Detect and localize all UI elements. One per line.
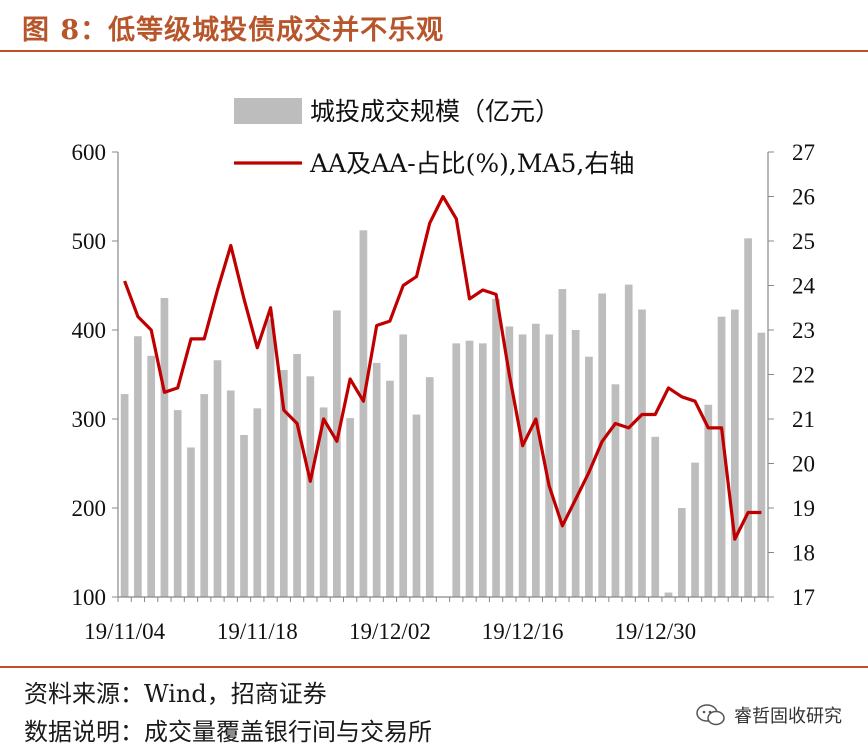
bar-28 <box>492 298 500 597</box>
bar-40 <box>651 436 660 597</box>
right-tick-label: 19 <box>792 496 815 521</box>
bar-1 <box>134 336 142 597</box>
bar-18 <box>359 230 368 597</box>
x-tick-label: 19/12/02 <box>349 619 431 644</box>
bar-44 <box>704 404 713 597</box>
figure-title: 图 8：低等级城投债成交并不乐观 <box>22 15 445 46</box>
right-tick-label: 18 <box>792 541 815 566</box>
bar-32 <box>545 334 553 597</box>
bar-29 <box>505 326 514 597</box>
source-line: 资料来源：Wind，招商证券 <box>24 680 327 708</box>
left-tick-label: 400 <box>72 318 107 343</box>
bar-23 <box>425 377 434 597</box>
bar-47 <box>744 238 752 597</box>
bar-5 <box>187 447 195 597</box>
right-tick-label: 26 <box>792 185 815 210</box>
bar-46 <box>730 309 739 597</box>
legend-bar-label: 城投成交规模（亿元） <box>310 97 560 126</box>
right-tick-label: 17 <box>792 585 815 610</box>
left-tick-label: 100 <box>72 585 107 610</box>
bar-10 <box>253 408 262 597</box>
watermark: 睿哲固收研究 <box>696 702 842 728</box>
left-tick-label: 500 <box>72 229 107 254</box>
note-line: 数据说明：成交量覆盖银行间与交易所 <box>24 718 432 746</box>
bar-21 <box>399 334 408 597</box>
bar-6 <box>200 394 209 597</box>
bar-31 <box>532 323 540 597</box>
left-tick-label: 600 <box>72 140 107 165</box>
x-tick-label: 19/12/16 <box>482 619 564 644</box>
right-tick-label: 27 <box>792 140 815 165</box>
right-tick-label: 24 <box>792 274 816 299</box>
left-tick-label: 300 <box>72 407 107 432</box>
bar-38 <box>624 284 633 597</box>
right-tick-label: 22 <box>792 363 815 388</box>
bar-45 <box>717 316 726 597</box>
bar-14 <box>306 376 315 597</box>
bar-8 <box>226 390 235 597</box>
chart: 100 200 300 400 500 600 17 18 19 20 21 22 23 24 25 26 27… <box>72 97 816 644</box>
bar-19 <box>372 362 381 597</box>
bar-48 <box>757 332 766 597</box>
bar-27 <box>478 343 487 597</box>
bar-22 <box>412 414 421 597</box>
title-rule <box>0 50 868 52</box>
bar-0 <box>120 394 129 597</box>
bar-17 <box>346 418 354 597</box>
legend-bar-swatch <box>234 98 302 124</box>
bar-20 <box>386 380 394 597</box>
bar-33 <box>558 289 567 597</box>
bar-41 <box>664 592 673 597</box>
right-tick-label: 20 <box>792 452 815 477</box>
bar-15 <box>319 407 328 597</box>
x-tick-label: 19/11/04 <box>84 619 165 644</box>
bar-42 <box>677 508 686 597</box>
bar-30 <box>518 334 527 597</box>
bar-9 <box>240 435 248 597</box>
bar-11 <box>266 319 275 597</box>
source-rule <box>0 666 868 668</box>
right-tick-label: 25 <box>792 229 815 254</box>
bar-39 <box>638 309 646 597</box>
x-tick-label: 19/12/30 <box>614 619 696 644</box>
legend-line-label: AA及AA-占比(%),MA5,右轴 <box>309 149 634 178</box>
bar-37 <box>611 384 620 597</box>
watermark-text: 睿哲固收研究 <box>734 706 842 727</box>
bar-3 <box>160 297 169 597</box>
wechat-icon <box>696 704 725 726</box>
bar-2 <box>147 355 156 597</box>
right-tick-label: 21 <box>792 407 815 432</box>
bar-35 <box>585 356 593 597</box>
bar-34 <box>571 330 580 597</box>
bar-13 <box>293 354 301 597</box>
bar-12 <box>279 370 288 597</box>
bar-16 <box>333 310 341 597</box>
line-series <box>123 194 762 541</box>
bar-7 <box>213 360 222 597</box>
right-tick-label: 23 <box>792 318 815 343</box>
bar-25 <box>452 343 461 597</box>
left-tick-label: 200 <box>72 496 107 521</box>
bar-26 <box>465 340 474 597</box>
bar-43 <box>691 462 699 597</box>
x-tick-label: 19/11/18 <box>217 619 298 644</box>
bar-4 <box>173 410 182 597</box>
